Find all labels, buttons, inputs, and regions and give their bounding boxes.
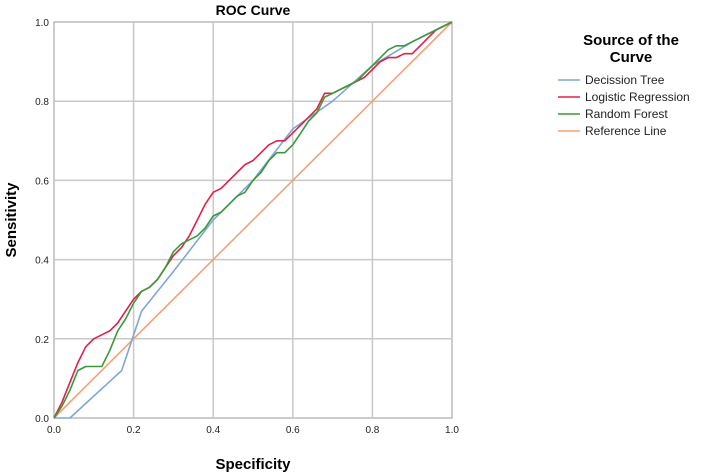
legend-label-logistic-regression: Logistic Regression: [585, 90, 690, 104]
y-axis-title: Sensitivity: [3, 182, 20, 258]
x-tick-label: 0.4: [206, 425, 220, 436]
grid: [54, 22, 452, 418]
x-axis-title: Specificity: [215, 456, 291, 473]
x-tick-label: 0.8: [365, 425, 379, 436]
legend-label-random-forest: Random Forest: [585, 107, 668, 121]
legend-title-line-1: Source of the: [583, 32, 679, 49]
y-tick-label: 0.0: [35, 414, 49, 425]
legend-label-reference-line: Reference Line: [585, 124, 667, 138]
series-group: [53, 21, 453, 419]
chart-title: ROC Curve: [216, 2, 291, 18]
y-tick-label: 0.4: [35, 256, 49, 267]
y-tick-label: 1.0: [35, 18, 49, 29]
x-tick-label: 1.0: [445, 425, 459, 436]
series-line-logistic-regression: [53, 21, 453, 419]
series-line-reference-line: [53, 21, 453, 419]
series-line-random-forest: [53, 21, 453, 419]
y-tick-label: 0.2: [35, 335, 49, 346]
legend: Source of the Curve Decission Tree Logist…: [558, 32, 690, 138]
legend-label-decission-tree: Decission Tree: [585, 73, 665, 87]
x-tick-label: 0.0: [47, 425, 61, 436]
x-tick-label: 0.2: [127, 425, 141, 436]
legend-title-line-2: Curve: [610, 49, 653, 66]
y-tick-label: 0.6: [35, 176, 49, 187]
legend-items: Decission Tree Logistic Regression Random …: [558, 73, 690, 138]
tick-labels: 0.0 0.2 0.4 0.6 0.8 1.0 0.0 0.2 0.4 0.6 0.8 1.0: [35, 18, 459, 436]
x-tick-label: 0.6: [286, 425, 300, 436]
y-tick-label: 0.8: [35, 97, 49, 108]
